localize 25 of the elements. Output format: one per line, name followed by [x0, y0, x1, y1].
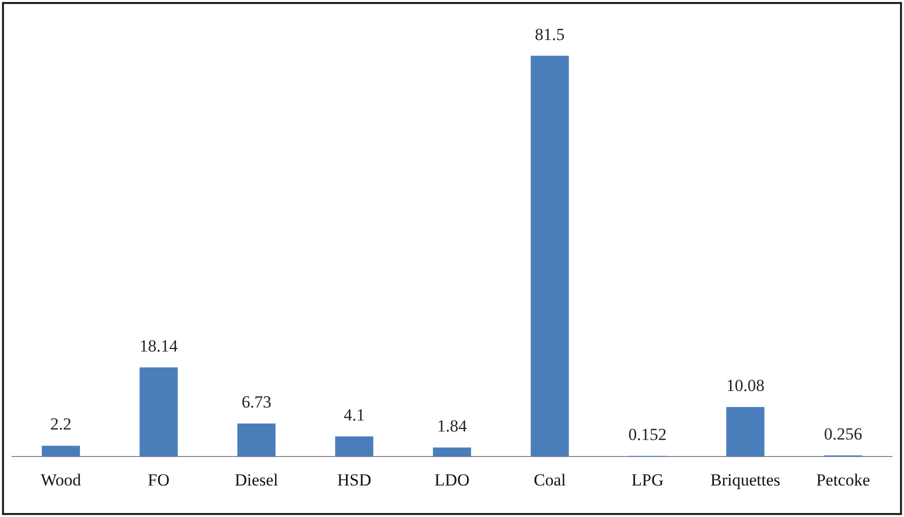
bar	[335, 436, 374, 457]
data-label: 1.84	[437, 416, 468, 436]
x-tick-label: Diesel	[234, 470, 278, 490]
x-tick-label: LDO	[434, 470, 470, 490]
x-tick-label: LPG	[631, 470, 664, 490]
data-label: 4.1	[344, 405, 365, 424]
bar	[726, 407, 764, 457]
x-tick-label: Coal	[534, 470, 566, 490]
x-tick-label: FO	[148, 470, 170, 490]
bar	[530, 56, 569, 457]
data-label: 0.256	[824, 424, 862, 444]
x-tick-label: Briquettes	[710, 470, 780, 490]
data-label: 10.08	[726, 376, 764, 395]
bar	[237, 424, 276, 457]
data-label: 0.152	[628, 424, 667, 444]
bar	[42, 446, 80, 457]
data-label: 2.2	[50, 414, 72, 434]
bar	[140, 367, 178, 457]
data-label: 18.14	[140, 336, 178, 356]
x-tick-label: Wood	[40, 470, 82, 490]
data-label: 6.73	[242, 392, 272, 412]
bar	[432, 448, 472, 457]
data-label: 81.5	[534, 24, 565, 44]
x-tick-label: Petcoke	[816, 470, 870, 490]
x-tick-label: HSD	[337, 470, 372, 490]
